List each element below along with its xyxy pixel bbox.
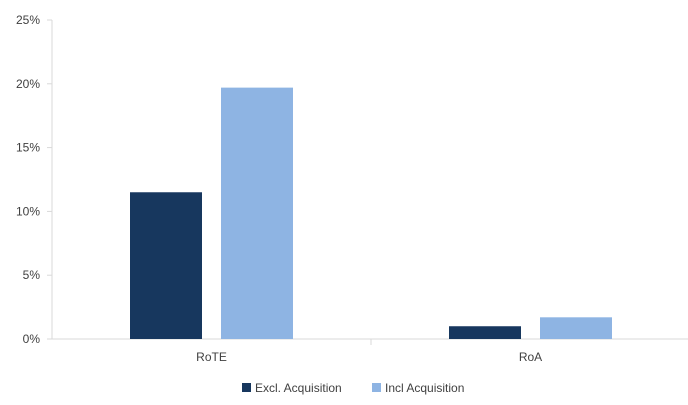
legend-swatch — [242, 383, 251, 392]
legend: Excl. Acquisition Incl Acquisition — [242, 381, 464, 395]
y-tick-label: 10% — [16, 204, 40, 218]
bar-rote-series-2 — [221, 87, 293, 340]
y-tick-label: 0% — [23, 332, 41, 346]
y-tick-label: 5% — [23, 268, 41, 282]
x-axis: RoTE RoA — [52, 338, 688, 364]
bars — [130, 87, 612, 340]
bar-roa-series-1 — [449, 326, 521, 339]
legend-label: Incl Acquisition — [385, 381, 464, 395]
legend-label: Excl. Acquisition — [255, 381, 342, 395]
y-axis: 0% 5% 10% 15% 20% 25% — [16, 13, 53, 346]
x-tick-label: RoA — [519, 350, 542, 364]
y-tick-label: 15% — [16, 141, 40, 155]
x-tick-label: RoTE — [196, 350, 227, 364]
bar-roa-series-2 — [540, 317, 612, 339]
legend-swatch — [372, 383, 381, 392]
bar-rote-series-1 — [130, 192, 202, 339]
y-tick-label: 25% — [16, 13, 40, 27]
y-tick-label: 20% — [16, 77, 40, 91]
